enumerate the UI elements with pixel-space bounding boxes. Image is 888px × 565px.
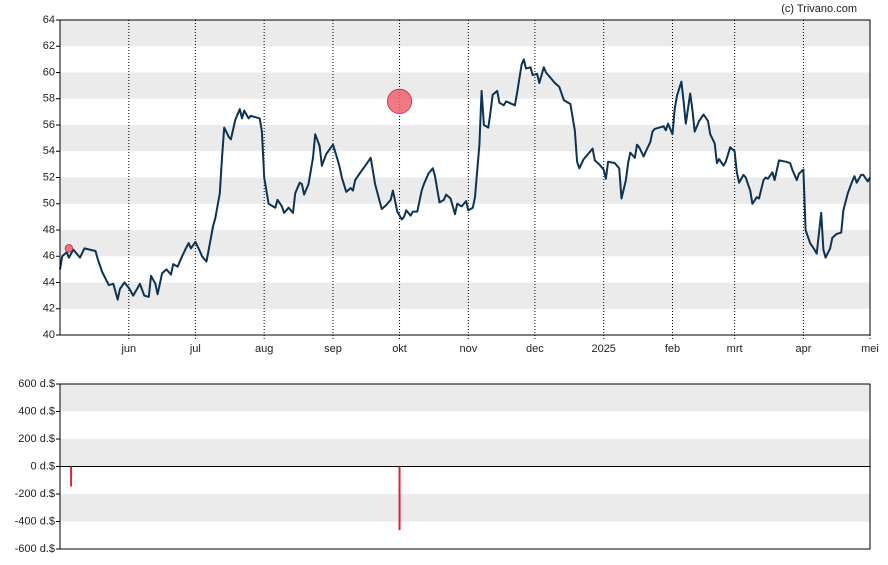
y-tick-label: 600 d.$	[18, 378, 55, 390]
y-tick-label: 56	[43, 119, 55, 131]
y-tick-label: 0 d.$	[31, 460, 55, 472]
y-tick-label: 40	[43, 329, 55, 341]
x-tick-label: jul	[189, 343, 201, 355]
grid-band	[60, 384, 870, 412]
grid-band	[60, 439, 870, 467]
y-tick-label: 200 d.$	[18, 433, 55, 445]
y-tick-label: 48	[43, 224, 55, 236]
transaction-marker	[386, 88, 413, 114]
grid-band	[60, 466, 870, 494]
x-tick-label: apr	[795, 343, 811, 355]
grid-band	[60, 494, 870, 522]
x-tick-label: 2025	[591, 343, 615, 355]
grid-band	[60, 177, 870, 204]
y-tick-label: 62	[43, 40, 55, 52]
y-tick-label: 52	[43, 171, 55, 183]
y-tick-label: -600 d.$	[15, 543, 55, 555]
y-tick-label: -400 d.$	[15, 515, 55, 527]
x-tick-label: mei	[861, 343, 879, 355]
grid-band	[60, 98, 870, 125]
x-tick-label: mrt	[727, 343, 743, 355]
x-tick-label: sep	[324, 343, 342, 355]
grid-band	[60, 308, 870, 335]
y-tick-label: 44	[43, 276, 55, 288]
grid-band	[60, 411, 870, 439]
grid-band	[60, 46, 870, 73]
grid-band	[60, 203, 870, 230]
y-tick-label: 60	[43, 66, 55, 78]
y-tick-label: 400 d.$	[18, 405, 55, 417]
x-tick-label: okt	[392, 343, 407, 355]
x-tick-label: aug	[255, 343, 273, 355]
y-tick-label: 42	[43, 303, 55, 315]
y-tick-label: 58	[43, 93, 55, 105]
grid-band	[60, 521, 870, 549]
y-tick-label: 54	[43, 145, 55, 157]
grid-band	[60, 20, 870, 47]
y-tick-label: 46	[43, 250, 55, 262]
y-tick-label: 64	[43, 14, 55, 26]
grid-band	[60, 72, 870, 99]
y-tick-label: -200 d.$	[15, 488, 55, 500]
grid-band	[60, 230, 870, 257]
grid-band	[60, 125, 870, 152]
x-tick-label: nov	[459, 343, 477, 355]
grid-band	[60, 151, 870, 178]
y-tick-label: 50	[43, 198, 55, 210]
transaction-marker	[64, 244, 74, 253]
x-tick-label: feb	[665, 343, 680, 355]
plot-frame	[59, 19, 871, 336]
x-tick-label: dec	[526, 343, 544, 355]
credit: (c) Trivano.com	[781, 3, 857, 15]
x-tick-label: jun	[120, 343, 136, 355]
plot-frame	[59, 383, 871, 550]
grid-band	[60, 282, 870, 309]
price-line	[59, 58, 871, 301]
